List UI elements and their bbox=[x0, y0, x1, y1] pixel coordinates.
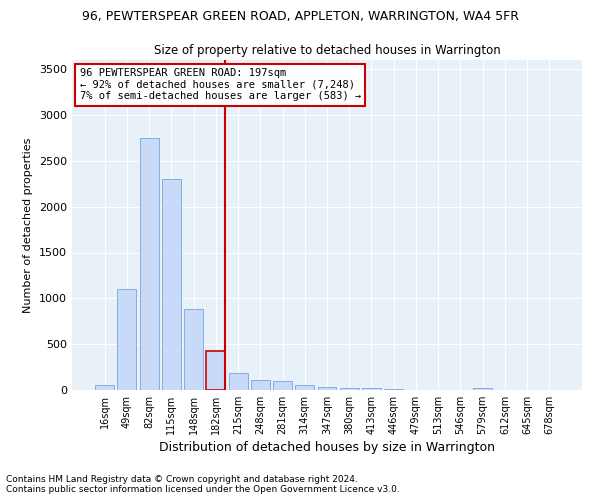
Bar bbox=[118, 289, 136, 390]
Bar bbox=[184, 310, 203, 390]
Text: Contains HM Land Registry data © Crown copyright and database right 2024.
Contai: Contains HM Land Registry data © Crown c… bbox=[6, 474, 400, 494]
Text: 96 PEWTERSPEAR GREEN ROAD: 197sqm
← 92% of detached houses are smaller (7,248)
7: 96 PEWTERSPEAR GREEN ROAD: 197sqm ← 92% … bbox=[80, 68, 361, 102]
Bar bbox=[206, 350, 225, 390]
Text: 96, PEWTERSPEAR GREEN ROAD, APPLETON, WARRINGTON, WA4 5FR: 96, PEWTERSPEAR GREEN ROAD, APPLETON, WA… bbox=[82, 10, 518, 23]
X-axis label: Distribution of detached houses by size in Warrington: Distribution of detached houses by size … bbox=[159, 441, 495, 454]
Bar bbox=[362, 388, 381, 390]
Bar bbox=[229, 372, 248, 390]
Bar bbox=[251, 380, 270, 390]
Bar bbox=[273, 381, 292, 390]
Title: Size of property relative to detached houses in Warrington: Size of property relative to detached ho… bbox=[154, 44, 500, 58]
Bar bbox=[295, 385, 314, 390]
Bar bbox=[317, 387, 337, 390]
Bar bbox=[162, 179, 181, 390]
Bar bbox=[340, 388, 359, 390]
Bar bbox=[140, 138, 158, 390]
Y-axis label: Number of detached properties: Number of detached properties bbox=[23, 138, 34, 312]
Bar bbox=[95, 385, 114, 390]
Bar bbox=[473, 388, 492, 390]
Bar bbox=[384, 389, 403, 390]
